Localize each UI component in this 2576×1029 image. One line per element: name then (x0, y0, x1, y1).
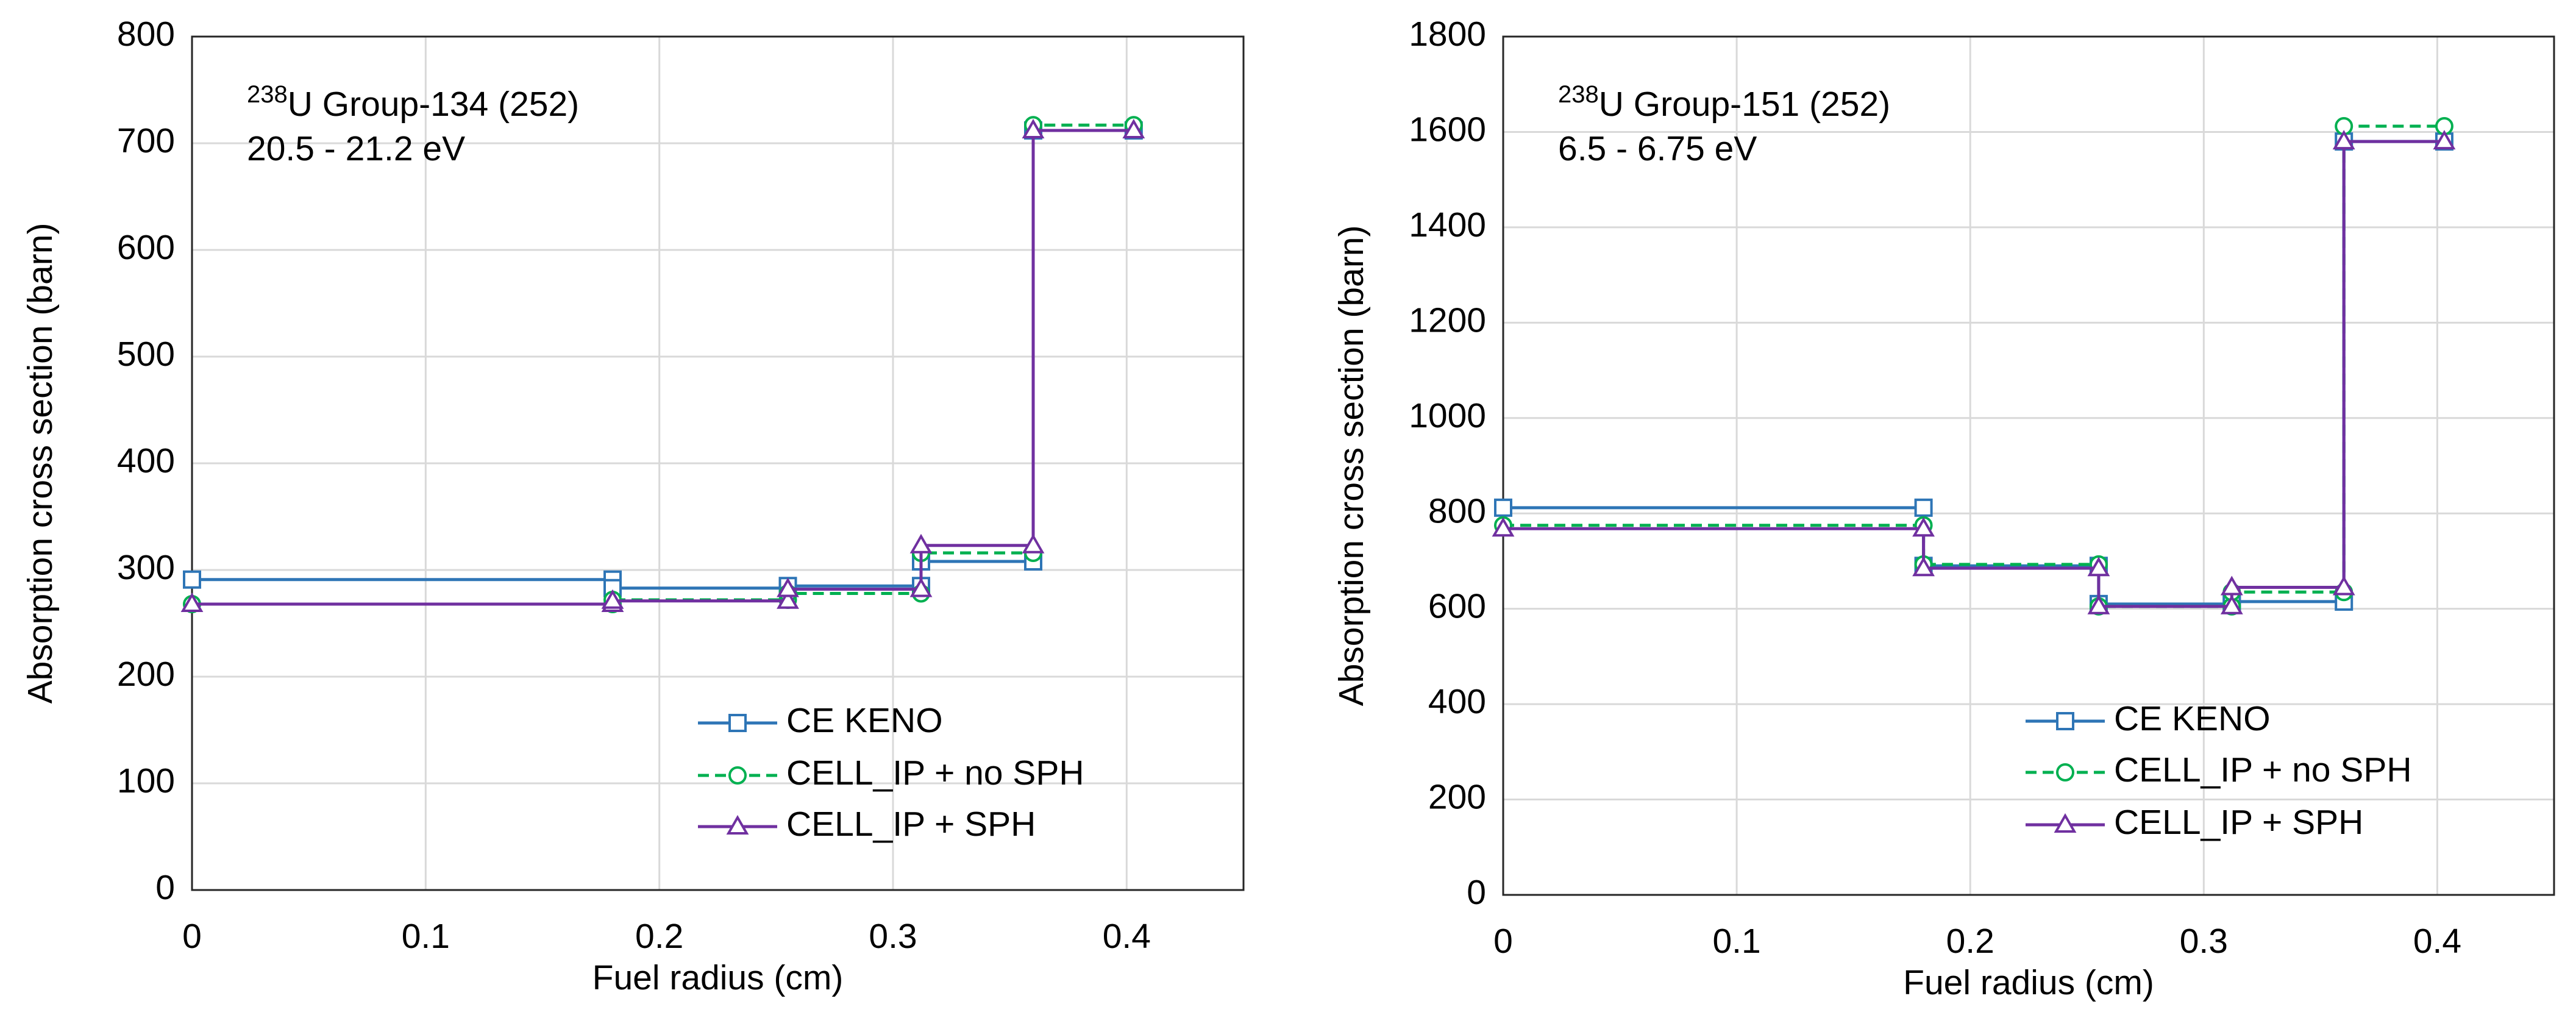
y-tick-label: 1800 (1409, 15, 1486, 54)
marker (1912, 517, 1935, 537)
marker (909, 533, 933, 554)
series-line (1503, 124, 2444, 608)
legend-marker (728, 766, 747, 785)
x-tick-label: 0.1 (1712, 922, 1760, 961)
marker (2220, 575, 2243, 596)
annotation-superscript: 238 (247, 81, 288, 108)
legend-label: CE KENO (2114, 699, 2271, 738)
y-tick-label: 1600 (1409, 110, 1486, 149)
y-tick-label: 500 (117, 335, 175, 374)
x-tick-label: 0.2 (635, 917, 683, 956)
marker (1022, 533, 1045, 554)
annotation-text: U Group-134 (252) (288, 85, 579, 124)
legend-label: CELL_IP + no SPH (2114, 750, 2412, 789)
marker (2220, 594, 2243, 614)
legend-marker (2056, 763, 2074, 782)
series-line (192, 129, 1134, 590)
legend-marker (2054, 813, 2077, 833)
marker (1492, 517, 1515, 537)
marker (777, 577, 799, 597)
x-tick-label: 0.1 (402, 917, 450, 956)
x-tick-label: 0 (1493, 922, 1513, 961)
series-line (192, 123, 1134, 606)
annotation: 238U Group-134 (252) (247, 81, 579, 124)
x-tick-label: 0.3 (869, 917, 917, 956)
y-tick-label: 300 (117, 548, 175, 587)
y-axis-label: Absorption cross section (barn) (1332, 226, 1371, 707)
marker (1914, 498, 1933, 517)
marker (2433, 130, 2456, 150)
marker (2332, 575, 2355, 596)
legend-label: CELL_IP + SPH (786, 805, 1036, 844)
y-tick-label: 100 (117, 761, 175, 800)
legend-marker (728, 714, 747, 732)
legend-label: CELL_IP + SPH (2114, 803, 2363, 842)
y-axis-label: Absorption cross section (barn) (21, 223, 60, 704)
marker (180, 593, 204, 613)
y-tick-label: 400 (117, 441, 175, 480)
y-tick-label: 400 (1428, 682, 1486, 721)
y-tick-label: 200 (1428, 778, 1486, 817)
y-tick-label: 1200 (1409, 301, 1486, 340)
series-line (1503, 140, 2444, 606)
plot-frame (191, 35, 1245, 891)
marker (2087, 557, 2110, 577)
annotation-superscript: 238 (1558, 81, 1599, 108)
legend-label: CE KENO (786, 701, 943, 740)
marker (909, 577, 933, 597)
series-line (192, 129, 1134, 606)
y-tick-label: 200 (117, 655, 175, 694)
x-axis-label: Fuel radius (cm) (1903, 963, 2154, 1002)
y-tick-label: 600 (1428, 587, 1486, 626)
annotation: 238U Group-151 (252) (1558, 81, 1890, 124)
annotation-line2: 6.5 - 6.75 eV (1558, 129, 1757, 168)
legend-label: CELL_IP + no SPH (786, 753, 1084, 792)
marker (183, 570, 201, 589)
y-tick-label: 800 (117, 15, 175, 54)
y-tick-label: 1000 (1409, 396, 1486, 435)
series-line (1503, 140, 2444, 608)
x-tick-label: 0.3 (2180, 922, 2228, 961)
plot-frame (1502, 35, 2555, 896)
marker (601, 589, 624, 609)
x-tick-label: 0 (182, 917, 202, 956)
annotation-line2: 20.5 - 21.2 eV (247, 129, 465, 168)
y-tick-label: 600 (117, 228, 175, 267)
y-tick-label: 0 (1467, 873, 1486, 912)
x-tick-label: 0.4 (2413, 922, 2461, 961)
marker (1912, 557, 1935, 577)
legend-marker (726, 815, 749, 835)
x-tick-label: 0.2 (1946, 922, 1994, 961)
marker (1494, 498, 1512, 517)
y-tick-label: 800 (1428, 491, 1486, 530)
marker (777, 589, 799, 609)
marker (2087, 594, 2110, 614)
marker (2332, 130, 2355, 150)
y-tick-label: 700 (117, 121, 175, 160)
y-tick-label: 1400 (1409, 205, 1486, 244)
x-tick-label: 0.4 (1103, 917, 1151, 956)
marker (1122, 119, 1145, 139)
annotation-text: U Group-151 (252) (1599, 85, 1890, 124)
x-axis-label: Fuel radius (cm) (592, 958, 844, 997)
marker (1022, 119, 1045, 139)
y-tick-label: 0 (155, 868, 175, 907)
legend-marker (2056, 712, 2074, 730)
